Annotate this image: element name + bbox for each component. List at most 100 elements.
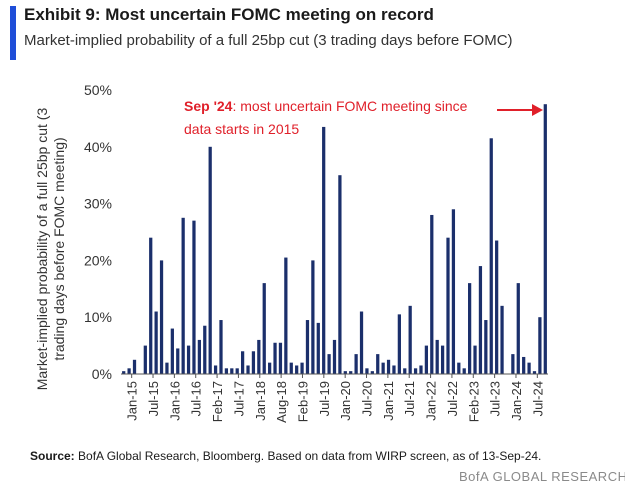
bar	[495, 240, 499, 374]
bar	[203, 325, 207, 374]
bar	[370, 371, 374, 374]
x-axis: Jan-15 Jul-15 Jan-16 Jul-16 Feb-17 Jul-17 Jan-…	[121, 373, 548, 423]
bar	[143, 345, 147, 374]
bar	[273, 342, 277, 374]
x-tick-label: Feb-19	[295, 381, 310, 422]
bar	[213, 365, 218, 374]
bar	[446, 237, 450, 374]
bar	[527, 362, 531, 374]
bar	[127, 368, 131, 374]
bar	[451, 209, 456, 374]
bar	[192, 220, 196, 374]
bar	[262, 283, 266, 374]
x-tick-label: Jul-17	[231, 381, 246, 416]
x-tick-label: Jul-15	[146, 381, 161, 416]
y-tick-label: 50%	[84, 82, 112, 98]
bar	[343, 371, 347, 374]
bar	[322, 126, 326, 374]
bar	[365, 368, 369, 374]
bar	[408, 305, 412, 374]
y-tick-label: 20%	[84, 252, 112, 268]
bar	[246, 365, 250, 374]
bar	[122, 371, 126, 374]
bar	[392, 365, 396, 374]
x-tick-label: Jul-24	[530, 381, 545, 416]
x-tick-label: Feb-17	[210, 381, 225, 422]
bar	[154, 311, 158, 374]
bar	[257, 339, 261, 374]
x-tick-label: Jul-16	[189, 381, 204, 416]
bar	[484, 320, 488, 374]
x-tick-label: Jan-16	[167, 381, 182, 421]
bar	[430, 214, 434, 374]
bar	[457, 362, 461, 374]
bar	[435, 339, 439, 374]
annotation-bold: Sep '24	[184, 98, 233, 114]
chart-title: Exhibit 9: Most uncertain FOMC meeting o…	[24, 5, 434, 24]
bar	[511, 354, 515, 374]
source-text: BofA Global Research, Bloomberg. Based o…	[78, 449, 542, 463]
y-tick-label: 40%	[84, 139, 112, 155]
x-tick-label: Jan-21	[381, 381, 396, 421]
bar	[251, 351, 256, 374]
annotation-line-2: data starts in 2015	[184, 121, 299, 137]
bar	[359, 311, 364, 374]
bar	[132, 359, 137, 374]
bar	[208, 146, 212, 374]
x-tick-label: Jul-21	[402, 381, 417, 416]
bar	[489, 138, 493, 374]
annotation-text-1: : most uncertain FOMC meeting since	[232, 98, 467, 114]
bar	[403, 368, 407, 374]
chart-subtitle: Market-implied probability of a full 25b…	[24, 32, 513, 49]
bar	[284, 257, 288, 374]
y-tick-label: 10%	[84, 309, 112, 325]
bar	[500, 305, 504, 374]
bar	[149, 237, 153, 374]
bar	[186, 345, 191, 374]
bar	[376, 354, 380, 374]
bar	[440, 345, 445, 374]
bar	[516, 283, 520, 374]
bar	[230, 368, 234, 374]
bar	[532, 371, 537, 374]
x-tick-label: Jan-15	[125, 381, 140, 421]
x-tick-label: Jan-20	[338, 381, 353, 421]
annotation-line-1: Sep '24: most uncertain FOMC meeting sin…	[184, 98, 468, 114]
x-tick-label: Jan-24	[509, 381, 524, 421]
bar	[473, 345, 477, 374]
bar	[240, 351, 245, 374]
bar	[176, 348, 180, 374]
bar	[419, 365, 423, 374]
bar	[462, 368, 466, 374]
bar	[295, 365, 299, 374]
x-tick-label: Jul-23	[488, 381, 503, 416]
bar	[538, 317, 542, 374]
bar	[478, 266, 483, 374]
y-axis: 0% 10% 20% 30% 40% 50%	[84, 82, 112, 382]
bar	[424, 345, 429, 374]
bar	[413, 368, 418, 374]
bar	[170, 328, 174, 374]
bar	[235, 368, 239, 374]
x-tick-label: Jan-22	[424, 381, 439, 421]
bar	[268, 362, 272, 374]
bar	[278, 342, 283, 374]
bar	[311, 260, 315, 374]
x-tick-label: Aug-18	[274, 381, 289, 423]
bar	[300, 362, 304, 374]
bar	[327, 354, 331, 374]
bars	[122, 104, 547, 374]
bar	[338, 175, 342, 374]
bar	[543, 104, 547, 374]
bar	[219, 320, 223, 374]
source-label: Source:	[30, 449, 75, 463]
x-tick-label: Jul-22	[445, 381, 460, 416]
bar	[349, 371, 353, 374]
bar	[165, 362, 169, 374]
bar	[386, 359, 391, 374]
x-tick-label: Feb-23	[466, 381, 481, 422]
bar	[289, 362, 293, 374]
bar	[468, 283, 472, 374]
bar	[159, 260, 164, 374]
